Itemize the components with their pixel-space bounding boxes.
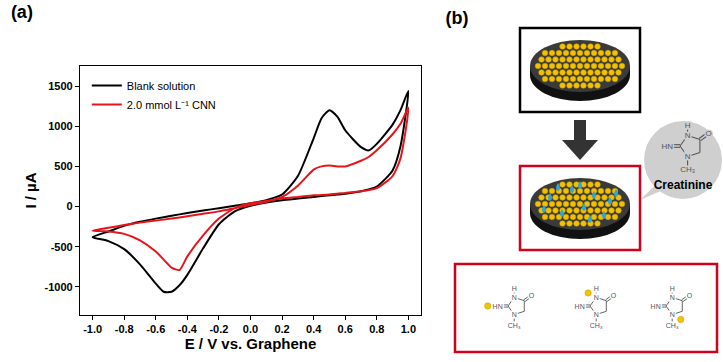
svg-text:HN: HN <box>493 303 503 310</box>
svg-text:H: H <box>594 285 599 292</box>
svg-text:Blank solution: Blank solution <box>127 80 196 92</box>
svg-text:N: N <box>512 311 517 318</box>
svg-text:N: N <box>594 294 599 301</box>
svg-text:CH₃: CH₃ <box>680 165 695 174</box>
svg-text:HN: HN <box>575 303 585 310</box>
svg-text:O: O <box>706 129 712 138</box>
svg-text:CH₃: CH₃ <box>590 322 603 329</box>
svg-text:N: N <box>594 311 599 318</box>
svg-text:0: 0 <box>67 200 73 212</box>
svg-text:O: O <box>529 292 535 299</box>
svg-text:H: H <box>685 121 691 130</box>
svg-text:(b): (b) <box>446 8 469 28</box>
svg-text:HN: HN <box>651 303 661 310</box>
svg-text:2.0 mmol L⁻¹ CNN: 2.0 mmol L⁻¹ CNN <box>127 99 216 111</box>
svg-text:CH₃: CH₃ <box>508 322 521 329</box>
svg-text:0.6: 0.6 <box>338 323 353 335</box>
svg-text:-0.8: -0.8 <box>115 323 134 335</box>
svg-text:1.0: 1.0 <box>401 323 416 335</box>
svg-text:(a): (a) <box>11 2 33 22</box>
svg-text:-0.2: -0.2 <box>209 323 228 335</box>
svg-text:-1000: -1000 <box>45 281 73 293</box>
svg-text:O: O <box>687 292 693 299</box>
svg-text:1500: 1500 <box>48 80 72 92</box>
svg-text:N: N <box>685 131 691 140</box>
svg-text:CH₃: CH₃ <box>666 322 679 329</box>
svg-text:-500: -500 <box>51 241 73 253</box>
svg-text:E / V vs. Graphene: E / V vs. Graphene <box>185 335 317 352</box>
svg-text:-0.6: -0.6 <box>146 323 165 335</box>
svg-text:0.4: 0.4 <box>306 323 322 335</box>
svg-text:O: O <box>611 292 617 299</box>
svg-text:0.8: 0.8 <box>369 323 384 335</box>
svg-text:0.2: 0.2 <box>274 323 289 335</box>
svg-text:0.0: 0.0 <box>243 323 258 335</box>
svg-text:H: H <box>670 285 675 292</box>
svg-text:1000: 1000 <box>48 120 72 132</box>
svg-text:500: 500 <box>54 160 72 172</box>
svg-text:-0.4: -0.4 <box>178 323 198 335</box>
svg-text:Creatinine: Creatinine <box>654 178 713 192</box>
svg-text:H: H <box>512 285 517 292</box>
svg-text:HN: HN <box>662 142 674 151</box>
svg-text:N: N <box>670 311 675 318</box>
svg-text:N: N <box>670 294 675 301</box>
svg-text:-1.0: -1.0 <box>83 323 102 335</box>
svg-text:N: N <box>685 152 691 161</box>
svg-text:I / µA: I / µA <box>22 172 39 208</box>
svg-text:N: N <box>512 294 517 301</box>
